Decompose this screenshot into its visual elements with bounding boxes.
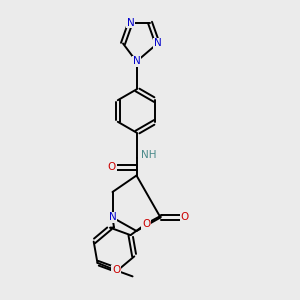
Text: N: N — [154, 38, 161, 49]
Text: NH: NH — [141, 150, 156, 161]
Text: O: O — [112, 266, 120, 275]
Text: O: O — [107, 162, 116, 172]
Text: N: N — [109, 212, 116, 223]
Text: N: N — [133, 56, 140, 67]
Text: O: O — [180, 212, 189, 223]
Text: O: O — [142, 219, 150, 229]
Text: N: N — [127, 17, 134, 28]
